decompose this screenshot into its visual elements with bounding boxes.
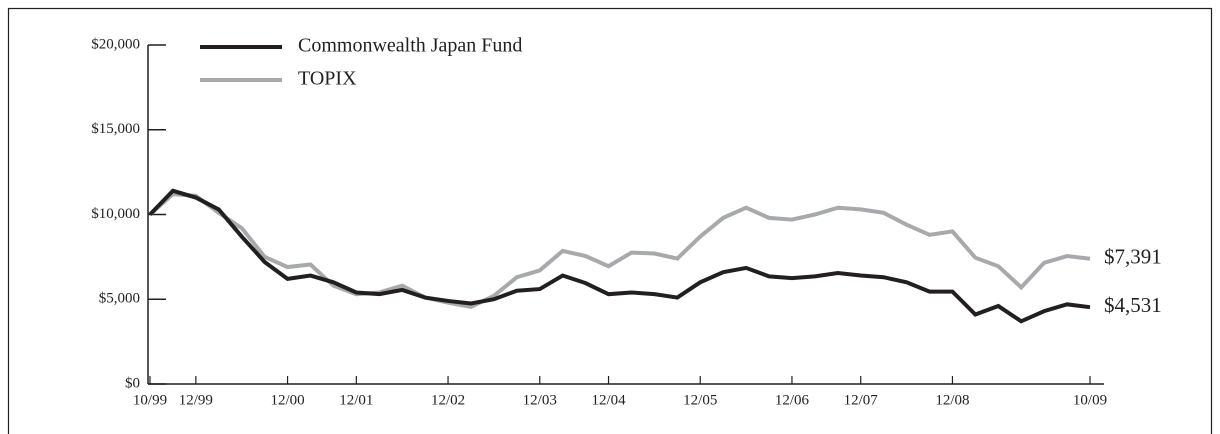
series-line (148, 188, 1091, 324)
x-tick-label: 12/07 (844, 392, 879, 408)
x-tick-label: 12/99 (179, 392, 213, 408)
legend-label: TOPIX (298, 68, 357, 90)
frame (7, 7, 1213, 434)
y-tick-label: $15,000 (91, 121, 140, 137)
x-tick-label: 12/00 (270, 392, 304, 408)
y-tick-label: $10,000 (91, 206, 140, 222)
y-tick-label: $0 (125, 375, 140, 391)
legend-label: Commonwealth Japan Fund (298, 35, 522, 57)
x-tick-label: 12/08 (935, 392, 969, 408)
x-tick-label: 12/05 (683, 392, 717, 408)
y-tick-label: $20,000 (91, 36, 140, 52)
x-tick-label: 10/09 (1073, 392, 1107, 408)
series-line (148, 192, 1091, 309)
x-tick-label: 12/06 (775, 392, 810, 408)
x-tick-label: 12/02 (431, 392, 465, 408)
end-label: $4,531 (1104, 293, 1162, 317)
end-label: $7,391 (1104, 245, 1162, 269)
x-tick-label: 12/03 (523, 392, 557, 408)
x-tick-label: 12/04 (591, 392, 626, 408)
y-tick-label: $5,000 (99, 291, 140, 307)
x-tick-label: 12/01 (339, 392, 373, 408)
x-tick-label: 10/99 (133, 392, 167, 408)
